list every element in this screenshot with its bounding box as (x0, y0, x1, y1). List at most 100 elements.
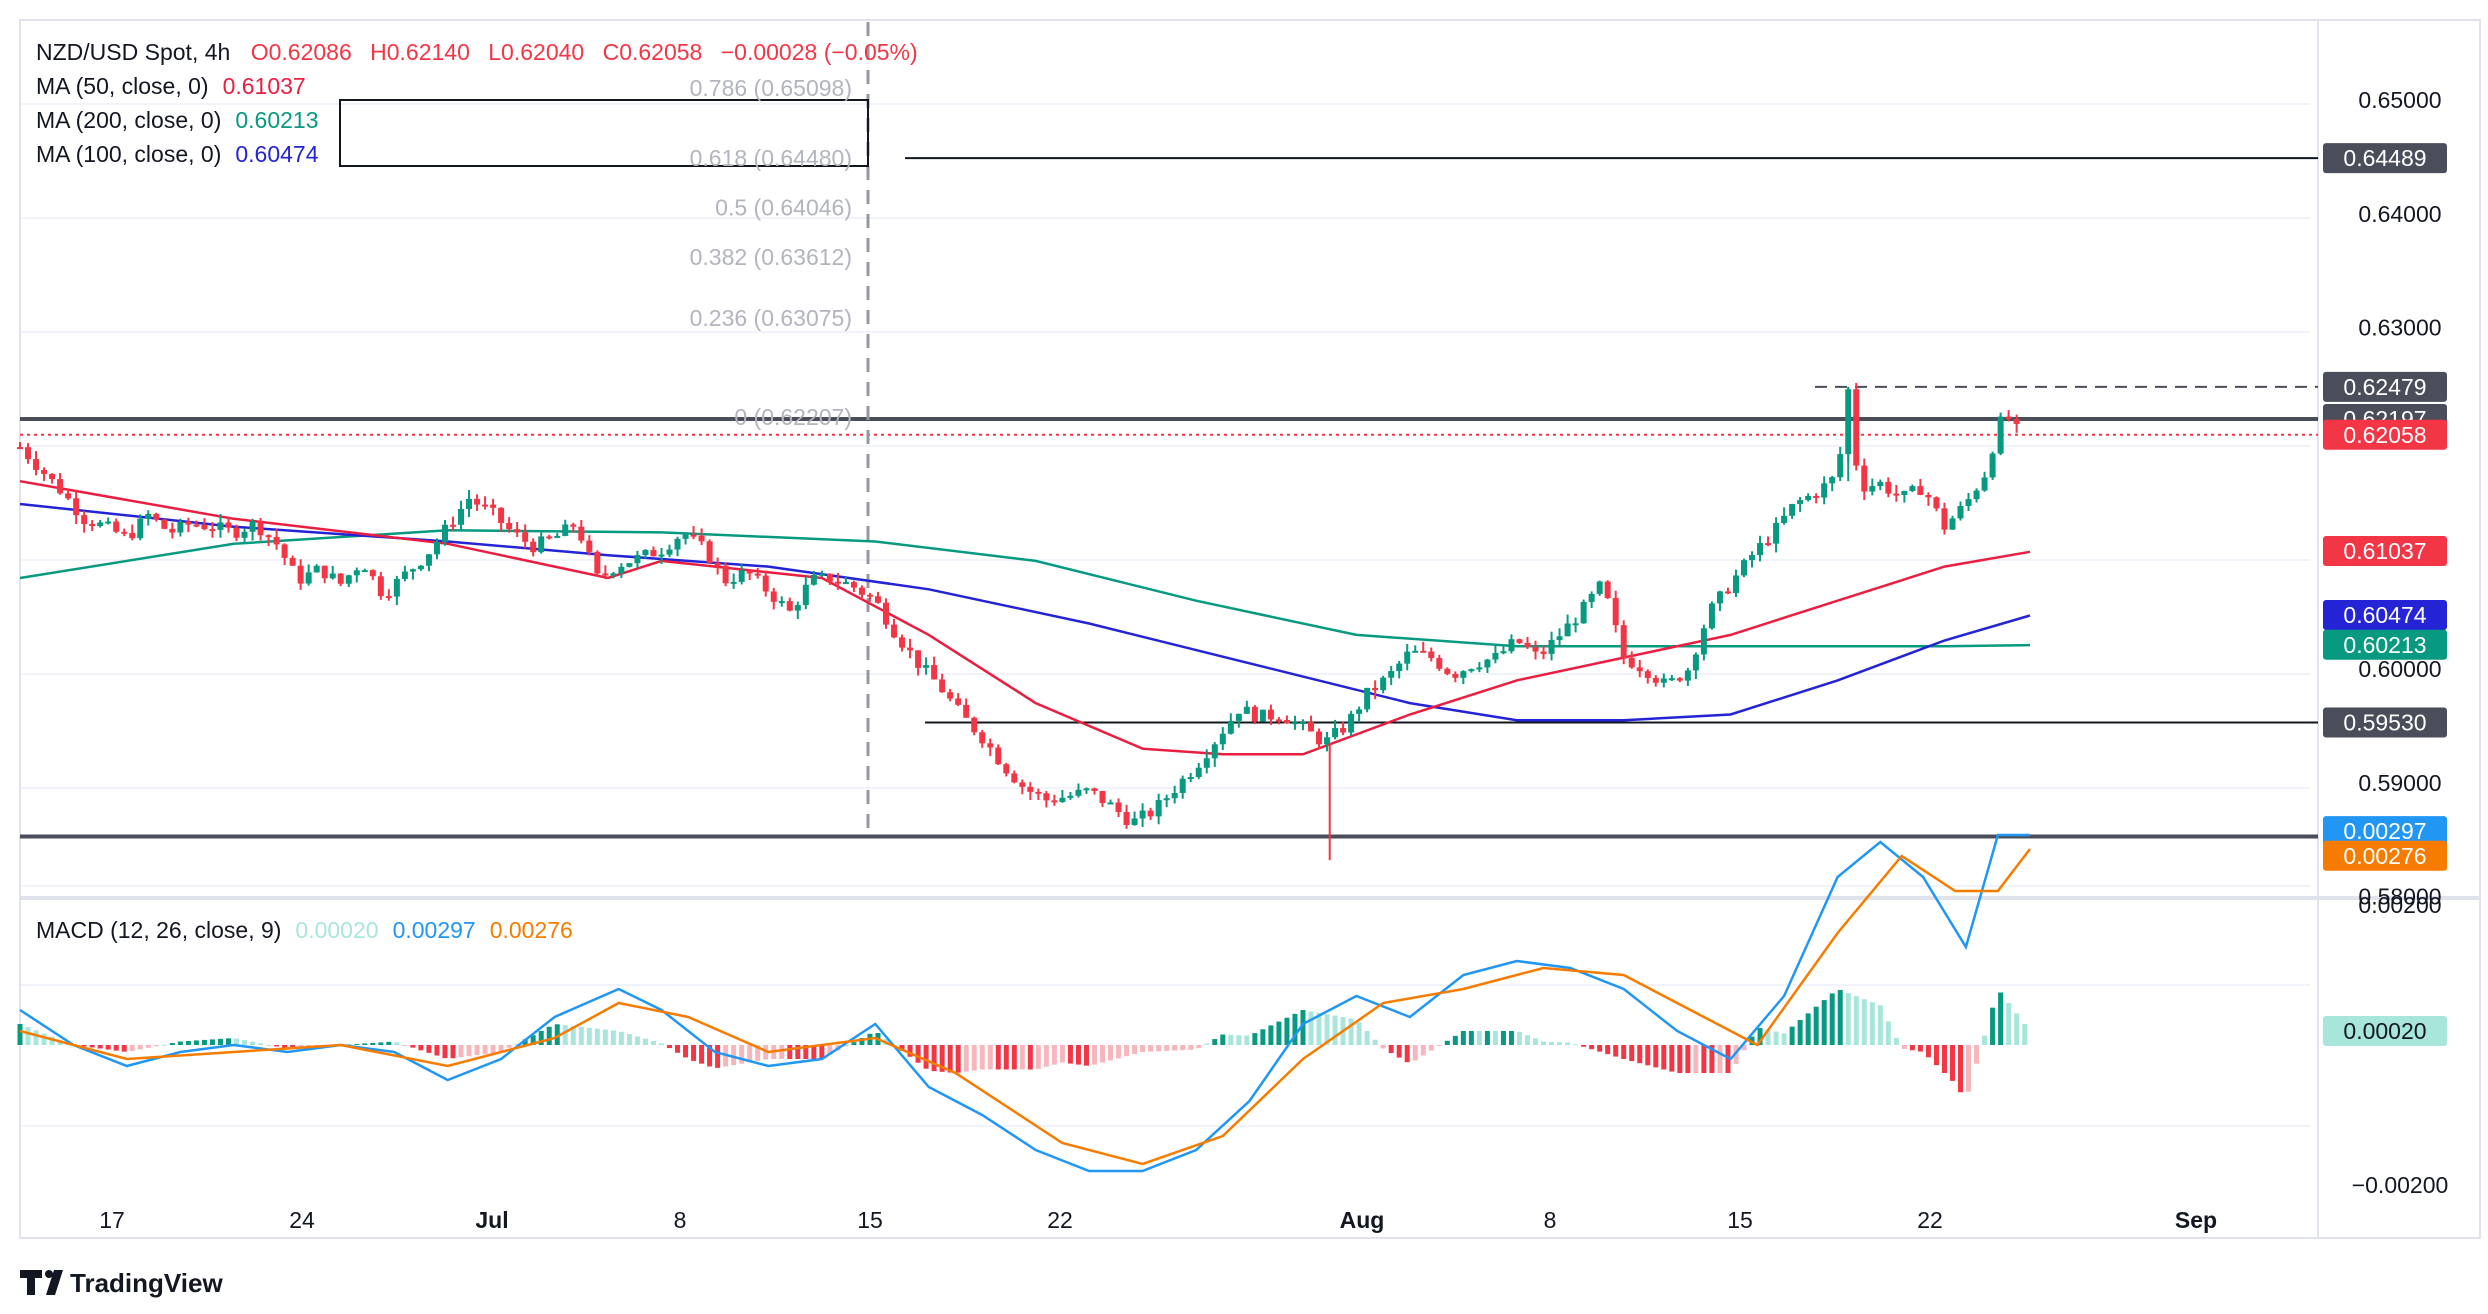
macd-histogram (17, 990, 2028, 1093)
candle-body (193, 524, 200, 527)
candle-body (1123, 812, 1130, 825)
macd-histogram-bar (907, 1045, 913, 1057)
candle-body (305, 572, 312, 584)
candle-body (1171, 792, 1178, 799)
candle-body (907, 647, 914, 651)
candle-body (1131, 818, 1138, 825)
candle-body (538, 536, 545, 553)
price-axis[interactable]: 0.65000 0.64000 0.63000 0.60000 0.59000 0.580… (2352, 87, 2449, 1198)
candle-body (1901, 490, 1908, 496)
macd-histogram-bar (1292, 1013, 1298, 1045)
candle-body (891, 624, 898, 638)
macd-histogram-bar (161, 1044, 167, 1046)
macd-histogram-bar (1990, 1007, 1996, 1045)
horizontal-lines[interactable] (20, 157, 2318, 839)
macd-axis-label: −0.00200 (2352, 1172, 2449, 1198)
macd-histogram-bar (1124, 1045, 1130, 1057)
candle-body (1011, 773, 1018, 783)
macd-histogram-bar (1629, 1045, 1635, 1062)
macd-histogram-bar (1709, 1045, 1715, 1073)
candle-body (1989, 453, 1996, 478)
macd-histogram-bar (1011, 1045, 1017, 1070)
ma100-line (19, 502, 2031, 722)
macd-histogram-bar (1276, 1021, 1282, 1045)
candle-body (273, 536, 280, 545)
macd-hist-value: 0.00020 (295, 917, 378, 943)
macd-histogram-bar (41, 1033, 47, 1045)
candle-body (458, 508, 465, 525)
macd-histogram-bar (1781, 1033, 1787, 1045)
macd-histogram-bar (145, 1045, 151, 1048)
macd-histogram-bar (490, 1045, 496, 1054)
macd-histogram-bar (570, 1026, 576, 1045)
candle-body (682, 534, 689, 539)
candle-body (1853, 389, 1860, 466)
macd-histogram-bar (1132, 1045, 1138, 1055)
macd-signal-value: 0.00276 (490, 917, 573, 943)
macd-line-value: 0.00297 (393, 917, 476, 943)
candle-body (794, 605, 801, 611)
candle-body (105, 521, 112, 524)
candle-body (931, 665, 938, 680)
macd-histogram-bar (634, 1036, 640, 1045)
price-tag (2323, 535, 2447, 566)
tradingview-logo-icon (20, 1270, 63, 1295)
macd-histogram-bar (667, 1045, 673, 1049)
macd-histogram-bar (1003, 1045, 1009, 1070)
price-pane-frame (19, 19, 2481, 1239)
macd-histogram-bar (1204, 1043, 1210, 1045)
candle-body (1332, 728, 1339, 738)
price-tag-label: 0.60213 (2343, 632, 2426, 658)
macd-histogram-bar (1324, 1014, 1330, 1045)
macd-histogram-bar (49, 1036, 55, 1045)
macd-histogram-bar (482, 1045, 488, 1055)
macd-histogram-bar (1252, 1033, 1258, 1045)
macd-histogram-bar (811, 1045, 817, 1059)
candle-body (754, 573, 761, 576)
macd-histogram-bar (17, 1024, 23, 1045)
macd-histogram-bar (225, 1038, 231, 1045)
candle-body (1107, 802, 1114, 805)
candle-body (947, 692, 954, 699)
macd-histogram-bar (370, 1042, 376, 1045)
candle-body (1716, 591, 1723, 604)
candle-body (963, 704, 970, 718)
candle-body (121, 531, 128, 534)
macd-histogram-bar (1300, 1010, 1306, 1045)
macd-histogram-bar (185, 1040, 191, 1045)
fibonacci-retracement[interactable]: 0.786 (0.65098) 0.618 (0.64480) 0.5 (0.640… (339, 22, 870, 837)
macd-histogram-bar (1637, 1045, 1643, 1064)
candle-body (1412, 650, 1419, 653)
macd-histogram-bar (1741, 1045, 1747, 1051)
candle-body (971, 717, 978, 733)
candle-body (1051, 800, 1058, 803)
time-axis[interactable]: 17 24 Jul 8 15 22 Aug 8 15 22 Sep (99, 1207, 2217, 1233)
open-value: O0.62086 (251, 39, 352, 65)
change-value: −0.00028 (−0.05%) (721, 39, 918, 65)
tradingview-logo[interactable]: TradingView (20, 1268, 223, 1298)
candle-body (818, 573, 825, 576)
macd-histogram-bar (1621, 1045, 1627, 1059)
candle-body (185, 521, 192, 525)
macd-histogram-bar (282, 1045, 288, 1048)
candle-body (1941, 508, 1948, 530)
macd-tag-label: 0.00297 (2343, 818, 2426, 844)
price-tag-label: 0.61037 (2343, 538, 2426, 564)
macd-histogram-bar (939, 1045, 945, 1072)
candle-body (714, 562, 721, 566)
macd-histogram-bar (1597, 1045, 1603, 1052)
candle-body (450, 524, 457, 527)
macd-histogram-bar (298, 1045, 304, 1048)
candle-body (49, 473, 56, 480)
candle-body (401, 571, 408, 579)
macd-histogram-bar (1805, 1013, 1811, 1045)
macd-histogram-bar (1966, 1045, 1972, 1092)
macd-histogram-bar (113, 1045, 119, 1051)
macd-histogram-bar (137, 1045, 143, 1050)
candle-body (1259, 709, 1266, 722)
macd-histogram-bar (498, 1045, 504, 1052)
macd-histogram-bar (1533, 1038, 1539, 1045)
candle-body (1211, 744, 1218, 759)
candle-body (1436, 658, 1443, 669)
